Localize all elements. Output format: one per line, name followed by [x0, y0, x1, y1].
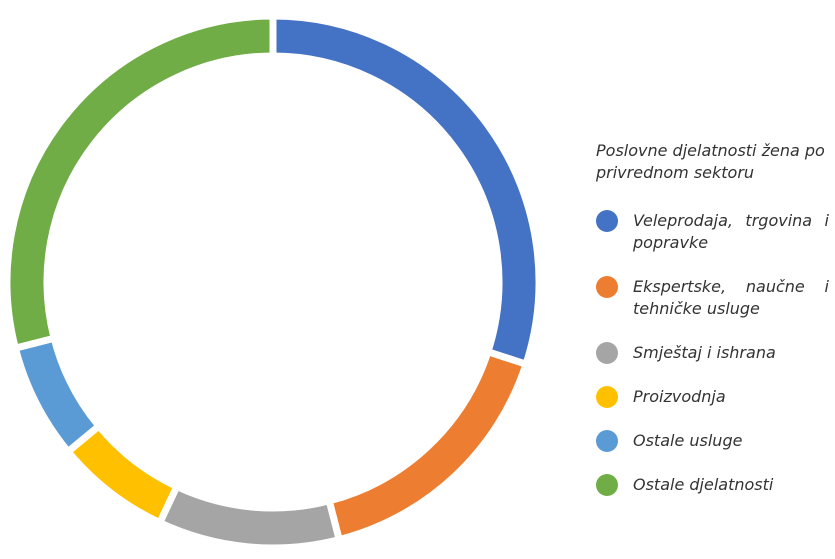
legend: Poslovne djelatnosti žena po privrednom …: [596, 140, 832, 518]
legend-label: Ostale usluge: [633, 431, 743, 450]
donut-segment: [155, 481, 344, 552]
legend-item: Veleprodaja, trgovina i popravke: [596, 210, 832, 254]
legend-label: Ostale djelatnosti: [633, 475, 774, 494]
donut-segment: [324, 347, 531, 544]
legend-swatch: [596, 474, 618, 496]
legend-swatch: [596, 386, 618, 408]
legend-item: Ostale usluge: [596, 430, 832, 452]
legend-label: Smještaj i ishrana: [633, 343, 776, 362]
legend-label: Proizvodnja: [633, 387, 726, 406]
donut-segment: [3, 12, 277, 353]
donut-segment: [11, 333, 104, 457]
legend-item: Proizvodnja: [596, 386, 832, 408]
legend-swatch: [596, 276, 618, 298]
donut-segment: [269, 12, 543, 369]
legend-item: Smještaj i ishrana: [596, 342, 832, 364]
legend-item: Ekspertske, naučne i tehničke usluge: [596, 276, 832, 320]
legend-label: Veleprodaja, trgovina i popravke: [633, 211, 829, 252]
chart-title: Poslovne djelatnosti žena po privrednom …: [596, 141, 825, 182]
legend-swatch: [596, 430, 618, 452]
legend-label: Ekspertske, naučne i tehničke usluge: [633, 277, 829, 318]
legend-swatch: [596, 342, 618, 364]
legend-swatch: [596, 210, 618, 232]
legend-item: Ostale djelatnosti: [596, 474, 832, 496]
